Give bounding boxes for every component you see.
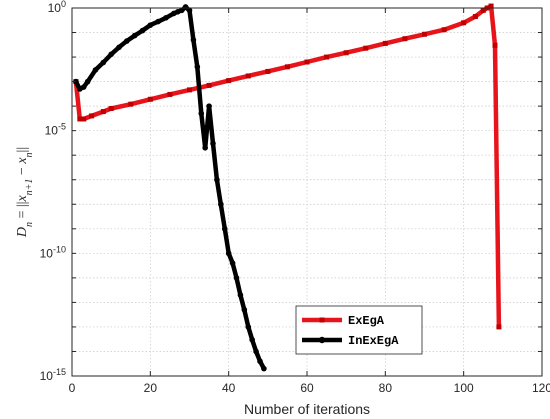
y-tick-label: 10-5 (45, 122, 66, 138)
data-point (147, 96, 153, 102)
data-point (147, 22, 154, 28)
data-point (81, 116, 87, 122)
data-point (245, 324, 252, 330)
series-layer (73, 3, 502, 372)
data-point (108, 51, 114, 58)
data-point (206, 82, 212, 88)
series-exega (73, 3, 502, 330)
data-point (206, 103, 212, 109)
data-point (80, 84, 87, 90)
data-point (167, 91, 173, 97)
y-axis-label: Dn = ||xn+1 − xn|| (15, 147, 35, 238)
data-point (249, 336, 255, 343)
data-point (488, 3, 494, 9)
data-point (261, 365, 267, 372)
data-point (284, 64, 290, 70)
data-point (226, 78, 232, 84)
x-axis-label: Number of iterations (244, 401, 370, 417)
x-tick-label: 0 (69, 381, 76, 395)
data-point (343, 50, 349, 56)
data-point (253, 348, 259, 355)
legend-entry-exega: ExEgA (302, 314, 385, 328)
data-point (92, 67, 99, 73)
data-point (492, 42, 498, 48)
data-point (265, 68, 271, 74)
data-point (472, 14, 478, 20)
data-point (84, 78, 91, 85)
data-point (218, 201, 224, 208)
data-point (202, 145, 208, 151)
data-point (304, 59, 310, 65)
data-point (190, 37, 197, 43)
data-point (225, 250, 232, 257)
data-point (221, 226, 228, 232)
data-point (237, 292, 244, 298)
data-point (363, 45, 369, 51)
data-point (402, 36, 408, 42)
legend-swatch-marker (319, 317, 325, 323)
data-point (100, 59, 107, 66)
x-tick-label: 40 (222, 381, 236, 395)
legend-label-inexega: InExEgA (348, 334, 399, 348)
data-point (108, 106, 114, 112)
data-point (187, 87, 192, 93)
data-point (241, 306, 248, 313)
ticks: 0 20 40 60 80 100 120 100 10-5 10-10 10-15 (40, 0, 550, 395)
series-inexega (73, 4, 267, 372)
data-point (198, 110, 205, 117)
data-point (89, 113, 95, 119)
data-point (324, 54, 330, 60)
data-point (480, 7, 486, 13)
data-point (155, 18, 161, 25)
data-point (496, 324, 502, 330)
data-point (100, 109, 106, 115)
x-tick-label: 60 (300, 381, 314, 395)
data-point (178, 7, 185, 14)
data-point (186, 7, 193, 14)
data-point (214, 176, 220, 183)
data-point (124, 38, 130, 44)
data-point (422, 31, 427, 37)
x-tick-label: 100 (454, 381, 474, 395)
data-point (233, 275, 240, 281)
data-point (194, 64, 201, 70)
data-point (210, 140, 216, 147)
x-tick-label: 80 (379, 381, 393, 395)
data-point (257, 358, 263, 365)
data-point (461, 20, 467, 26)
legend: ExEgA InExEgA (295, 305, 423, 355)
data-point (77, 116, 83, 122)
data-point (229, 260, 236, 266)
legend-label-exega: ExEgA (348, 314, 385, 328)
data-point (116, 44, 122, 51)
data-point (131, 32, 138, 39)
data-point (163, 14, 169, 21)
data-point (139, 27, 146, 34)
legend-swatch-marker (318, 336, 326, 344)
x-tick-label: 120 (532, 381, 550, 395)
y-tick-label: 10-15 (40, 367, 66, 383)
data-point (382, 40, 388, 46)
data-point (441, 27, 447, 33)
legend-box (295, 305, 423, 355)
x-tick-label: 20 (144, 381, 158, 395)
y-tick-label: 100 (48, 0, 66, 15)
data-point (245, 73, 251, 79)
legend-entry-inexega: InExEgA (302, 334, 399, 348)
y-tick-label: 10-10 (40, 244, 66, 260)
data-point (128, 101, 134, 107)
